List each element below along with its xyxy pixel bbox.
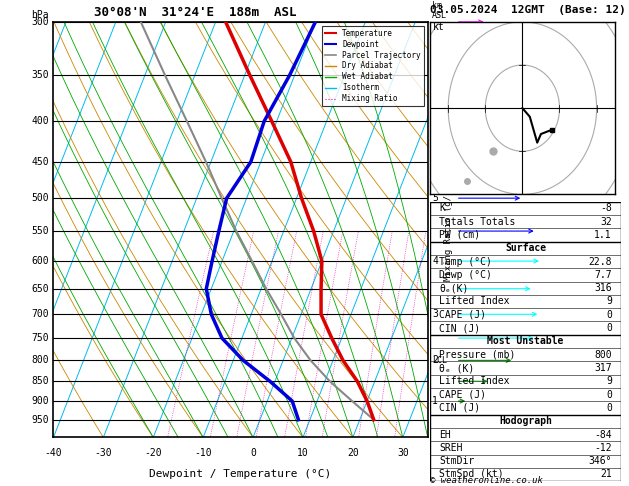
Text: 300: 300	[31, 17, 49, 27]
Text: StmSpd (kt): StmSpd (kt)	[439, 469, 504, 480]
Text: 0: 0	[606, 403, 612, 413]
Text: Lifted Index: Lifted Index	[439, 296, 509, 307]
Text: -10: -10	[194, 448, 212, 458]
Text: 1.1: 1.1	[594, 230, 612, 240]
Text: Mixing Ratio (g/kg): Mixing Ratio (g/kg)	[444, 178, 453, 281]
Text: -84: -84	[594, 430, 612, 439]
Text: hPa: hPa	[31, 10, 49, 20]
Text: 10: 10	[318, 437, 326, 443]
Text: 2: 2	[432, 355, 438, 365]
Text: 800: 800	[31, 355, 49, 365]
Text: Most Unstable: Most Unstable	[487, 336, 564, 347]
Text: 650: 650	[31, 284, 49, 294]
Text: θₑ(K): θₑ(K)	[439, 283, 469, 293]
Text: 2: 2	[208, 437, 213, 443]
Text: -12: -12	[594, 443, 612, 453]
Text: 20: 20	[347, 448, 359, 458]
Text: 750: 750	[31, 333, 49, 343]
Text: CAPE (J): CAPE (J)	[439, 310, 486, 320]
Text: 700: 700	[31, 309, 49, 319]
Text: LCL: LCL	[432, 356, 447, 365]
Text: 3: 3	[432, 309, 438, 319]
Text: 22.8: 22.8	[588, 257, 612, 267]
Legend: Temperature, Dewpoint, Parcel Trajectory, Dry Adiabat, Wet Adiabat, Isotherm, Mi: Temperature, Dewpoint, Parcel Trajectory…	[321, 26, 424, 106]
Text: CAPE (J): CAPE (J)	[439, 390, 486, 399]
Text: 850: 850	[31, 376, 49, 386]
Text: 4: 4	[432, 256, 438, 266]
Text: 30°08'N  31°24'E  188m  ASL: 30°08'N 31°24'E 188m ASL	[94, 5, 297, 18]
Text: 1: 1	[165, 437, 170, 443]
Text: 0: 0	[606, 390, 612, 399]
Text: 16: 16	[354, 437, 363, 443]
Text: Dewp (°C): Dewp (°C)	[439, 270, 492, 280]
Text: kt: kt	[433, 22, 445, 33]
Text: StmDir: StmDir	[439, 456, 474, 466]
Text: 9: 9	[606, 376, 612, 386]
Text: θₑ (K): θₑ (K)	[439, 363, 474, 373]
Text: 0: 0	[606, 323, 612, 333]
Text: Hodograph: Hodograph	[499, 416, 552, 426]
Text: 21: 21	[600, 469, 612, 480]
Text: Dewpoint / Temperature (°C): Dewpoint / Temperature (°C)	[150, 469, 331, 479]
Text: -30: -30	[94, 448, 112, 458]
Text: 25: 25	[391, 437, 399, 443]
Text: © weatheronline.co.uk: © weatheronline.co.uk	[430, 476, 542, 485]
Text: 400: 400	[31, 116, 49, 126]
Text: 800: 800	[594, 350, 612, 360]
Text: km
ASL: km ASL	[432, 1, 447, 20]
Text: CIN (J): CIN (J)	[439, 323, 481, 333]
Text: 9: 9	[606, 296, 612, 307]
Text: -8: -8	[600, 203, 612, 213]
Text: 350: 350	[31, 70, 49, 80]
Text: 550: 550	[31, 226, 49, 236]
Text: Lifted Index: Lifted Index	[439, 376, 509, 386]
Text: 30: 30	[397, 448, 409, 458]
Text: 900: 900	[31, 396, 49, 406]
Text: 500: 500	[31, 193, 49, 203]
Text: -20: -20	[145, 448, 162, 458]
Text: 6: 6	[432, 141, 438, 151]
Text: EH: EH	[439, 430, 451, 439]
Text: Temp (°C): Temp (°C)	[439, 257, 492, 267]
Text: 0: 0	[606, 310, 612, 320]
Text: 0: 0	[250, 448, 256, 458]
Text: PW (cm): PW (cm)	[439, 230, 481, 240]
Text: 7: 7	[432, 89, 438, 99]
Text: 6: 6	[282, 437, 287, 443]
Text: 7.7: 7.7	[594, 270, 612, 280]
Text: 450: 450	[31, 157, 49, 167]
Text: CIN (J): CIN (J)	[439, 403, 481, 413]
Text: 8: 8	[432, 28, 438, 38]
Text: 03.05.2024  12GMT  (Base: 12): 03.05.2024 12GMT (Base: 12)	[430, 4, 625, 15]
Text: 1: 1	[432, 396, 438, 406]
Text: Totals Totals: Totals Totals	[439, 217, 516, 226]
Text: 10: 10	[297, 448, 309, 458]
Text: 950: 950	[31, 415, 49, 425]
Text: SREH: SREH	[439, 443, 463, 453]
Text: 4: 4	[254, 437, 259, 443]
Text: K: K	[439, 203, 445, 213]
Text: 316: 316	[594, 283, 612, 293]
Text: 346°: 346°	[588, 456, 612, 466]
Text: 317: 317	[594, 363, 612, 373]
Text: 20: 20	[372, 437, 381, 443]
Text: -40: -40	[45, 448, 62, 458]
Text: 5: 5	[432, 193, 438, 203]
Text: 8: 8	[303, 437, 308, 443]
Text: 32: 32	[600, 217, 612, 226]
Text: 3: 3	[235, 437, 239, 443]
Text: 600: 600	[31, 256, 49, 266]
Text: Surface: Surface	[505, 243, 546, 253]
Text: Pressure (mb): Pressure (mb)	[439, 350, 516, 360]
